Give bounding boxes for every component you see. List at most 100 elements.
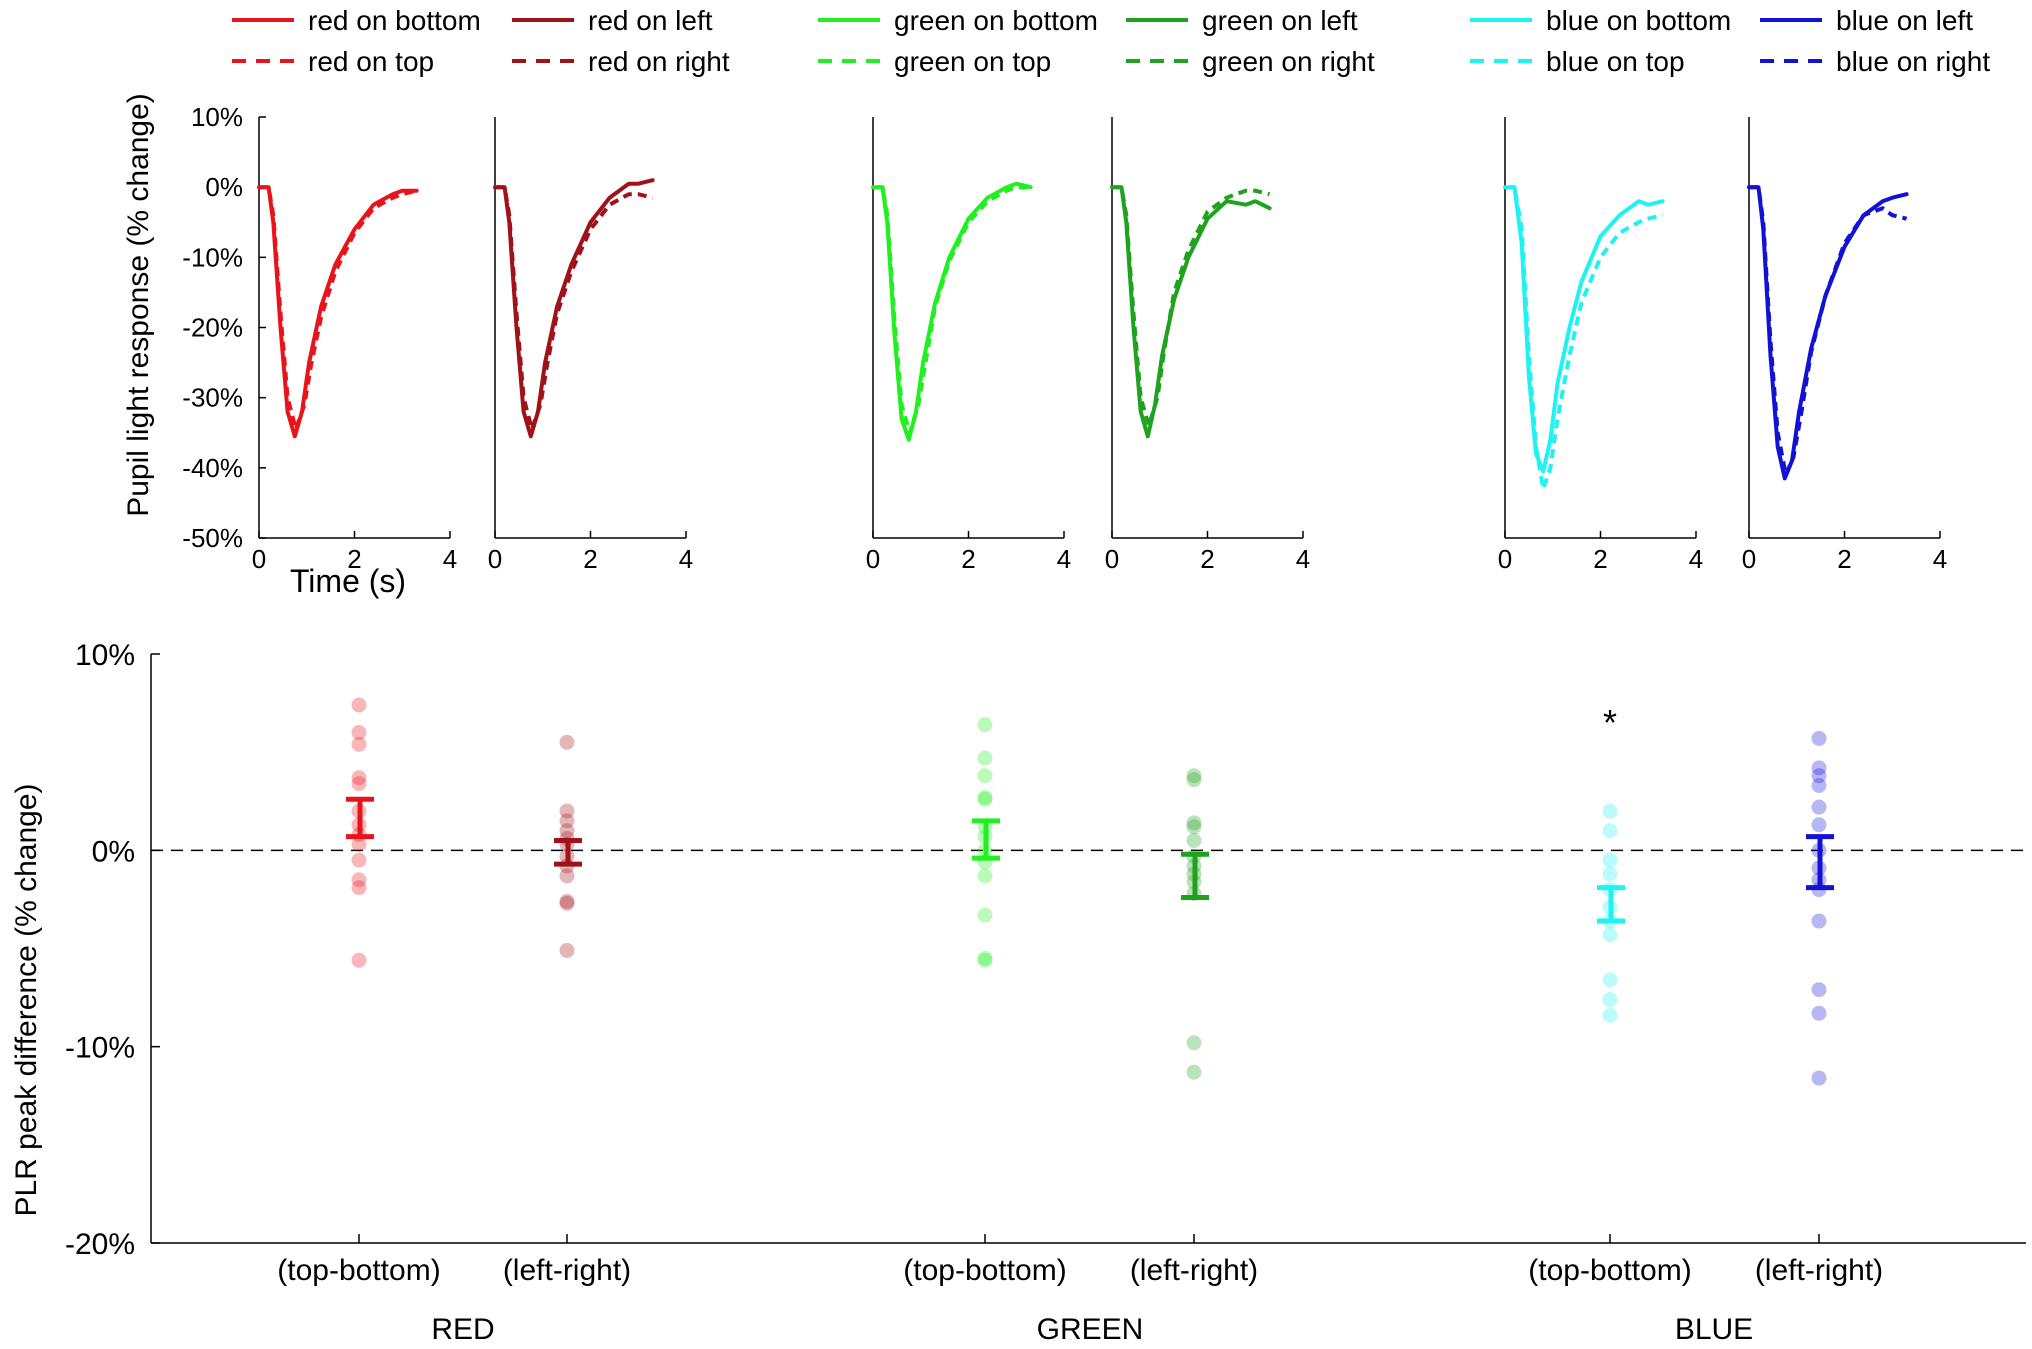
legend-item: red on top <box>232 46 434 77</box>
series-line <box>871 181 1033 442</box>
data-point <box>1186 1035 1202 1051</box>
legend-label: green on right <box>1202 46 1375 77</box>
data-point <box>351 880 367 896</box>
legend-label: blue on bottom <box>1546 5 1731 36</box>
category-label: (left-right) <box>503 1254 631 1287</box>
data-point <box>351 836 367 852</box>
x-tick-label: 2 <box>1837 544 1851 574</box>
data-point <box>1811 913 1827 929</box>
series-line <box>257 185 419 439</box>
y-tick-label: 0% <box>92 835 135 868</box>
data-point <box>1186 772 1202 788</box>
legend-item: red on left <box>512 5 713 36</box>
category-label: (left-right) <box>1755 1254 1883 1287</box>
response-panel: 0 2 4 10% 0% -10% -20% -30% -40% -50% <box>182 102 457 574</box>
data-point <box>1602 852 1618 868</box>
data-point <box>1602 972 1618 988</box>
legend-label: blue on right <box>1836 46 1990 77</box>
top-x-axis-label: Time (s) <box>290 563 406 599</box>
x-tick-label: 0 <box>1742 544 1756 574</box>
data-point <box>1186 833 1202 849</box>
response-panel: 0 2 4 <box>1742 117 1947 574</box>
legend-label: green on left <box>1202 5 1358 36</box>
legend-item: red on right <box>512 46 730 77</box>
x-tick-label: 0 <box>1105 544 1119 574</box>
data-point <box>351 852 367 868</box>
legend-label: green on bottom <box>894 5 1098 36</box>
data-point <box>559 893 575 909</box>
legend-item: red on bottom <box>232 5 481 36</box>
data-point <box>1186 819 1202 835</box>
data-point <box>559 868 575 884</box>
data-point <box>1811 1005 1827 1021</box>
data-point <box>1186 815 1202 831</box>
data-point <box>351 952 367 968</box>
y-tick-label: -20% <box>182 313 243 343</box>
legend-label: blue on left <box>1836 5 1973 36</box>
y-tick-label: -50% <box>182 523 243 553</box>
response-panel: 0 2 4 <box>866 117 1071 574</box>
scatter-series <box>1597 803 1625 1023</box>
data-point <box>351 872 367 888</box>
scatter-series <box>346 697 374 968</box>
legend-label: red on right <box>588 46 730 77</box>
x-tick-label: 4 <box>679 544 693 574</box>
data-point <box>1811 730 1827 746</box>
legend-item: blue on left <box>1760 5 1973 36</box>
group-label: RED <box>431 1313 494 1346</box>
series-line <box>1110 185 1272 439</box>
data-point <box>1186 1064 1202 1080</box>
data-point <box>1811 768 1827 784</box>
scatter-series <box>972 717 1000 968</box>
x-tick-label: 0 <box>252 544 266 574</box>
legend: red on bottom red on left red on top red on… <box>232 5 1990 77</box>
category-label: (top-bottom) <box>277 1254 440 1287</box>
x-tick-label: 4 <box>1296 544 1310 574</box>
series-line <box>1749 185 1908 477</box>
data-point <box>1811 799 1827 815</box>
data-point <box>1602 803 1618 819</box>
data-point <box>559 895 575 911</box>
legend-item: green on right <box>1126 46 1375 77</box>
data-point <box>1602 866 1618 882</box>
data-point <box>977 789 993 805</box>
x-tick-label: 2 <box>1200 544 1214 574</box>
series-line <box>1505 185 1664 491</box>
pupil-response-panels: Pupil light response (% change) Time (s)… <box>122 93 1947 599</box>
data-point <box>1602 927 1618 943</box>
response-panel: 0 2 4 <box>1498 117 1703 574</box>
data-point <box>1811 760 1827 776</box>
data-point <box>559 813 575 829</box>
data-point <box>977 907 993 923</box>
data-point <box>977 791 993 807</box>
data-point <box>1602 1007 1618 1023</box>
legend-item: green on left <box>1126 5 1358 36</box>
x-tick-label: 2 <box>347 544 361 574</box>
legend-label: green on top <box>894 46 1051 77</box>
legend-item: green on top <box>818 46 1051 77</box>
data-point <box>351 776 367 792</box>
series-line <box>1747 185 1909 481</box>
data-point <box>977 750 993 766</box>
series-line <box>873 185 1031 435</box>
significance-marker: * <box>1603 702 1617 743</box>
data-point <box>1811 778 1827 794</box>
legend-label: red on left <box>588 5 713 36</box>
data-point <box>559 942 575 958</box>
data-point <box>351 697 367 713</box>
data-point <box>559 734 575 750</box>
category-label: (left-right) <box>1130 1254 1258 1287</box>
legend-label: red on bottom <box>308 5 481 36</box>
series-line <box>1112 185 1271 428</box>
y-tick-label: -20% <box>65 1228 135 1261</box>
scatter-series <box>554 734 582 958</box>
bottom-y-axis-label: PLR peak difference (% change) <box>10 783 43 1216</box>
data-point <box>351 770 367 786</box>
series-line <box>493 178 655 439</box>
y-tick-label: -30% <box>182 383 243 413</box>
category-label: (top-bottom) <box>903 1254 1066 1287</box>
data-point <box>1602 992 1618 1008</box>
legend-item: blue on right <box>1760 46 1990 77</box>
data-point <box>351 725 367 741</box>
data-point <box>1602 823 1618 839</box>
